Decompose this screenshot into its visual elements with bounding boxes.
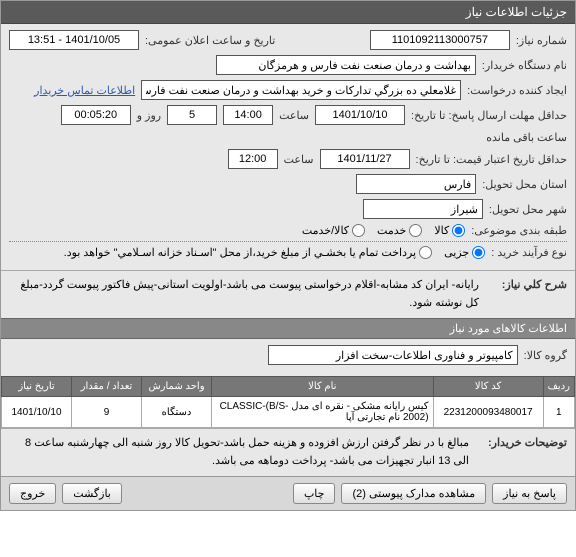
category-label: طبقه بندی موضوعی: (471, 224, 567, 237)
category-radio-group: کالا خدمت کالا/خدمت (302, 224, 465, 237)
goods-group-input[interactable] (268, 345, 518, 365)
goods-group-label: گروه کالا: (524, 349, 567, 362)
cell-code: 2231200093480017 (433, 397, 543, 428)
category-radio-both[interactable] (352, 224, 365, 237)
th-idx: ردیف (543, 377, 574, 397)
back-button[interactable]: بازگشت (62, 483, 122, 504)
buyer-notes-label: توضیحات خریدار: (477, 435, 567, 470)
price-validity-time-input[interactable] (228, 149, 278, 169)
process-option-minor[interactable]: جزیی (444, 246, 485, 259)
category-option-both[interactable]: کالا/خدمت (302, 224, 365, 237)
footer-bar: پاسخ به نیاز مشاهده مدارک پیوستی (2) چاپ… (1, 476, 575, 510)
process-radio-treasury[interactable] (419, 246, 432, 259)
deadline-remain-label: ساعت باقی مانده (486, 131, 567, 144)
general-desc-label: شرح کلي نیاز: (487, 277, 567, 312)
contact-info-link[interactable]: اطلاعات تماس خریدار (34, 84, 135, 97)
announce-datetime-input[interactable] (9, 30, 139, 50)
cell-name: کیس رایانه مشکی - نقره ای مدل CLASSIC-(B… (212, 397, 434, 428)
th-date: تاریخ نیاز (2, 377, 72, 397)
requester-input[interactable] (141, 80, 461, 100)
need-number-input[interactable] (370, 30, 510, 50)
deadline-days-label: روز و (137, 109, 161, 122)
process-type-radio-group: جزیی پرداخت تمام يا بخشـي از مبلغ خريد،ا… (64, 246, 486, 259)
general-desc-text: رایانه- ایران کد مشابه-اقلام درخواستی پی… (9, 277, 479, 312)
cell-unit: دستگاه (142, 397, 212, 428)
deadline-time-input[interactable] (223, 105, 273, 125)
buyer-notes-text: مبالغ با در نظر گرفتن ارزش افزوده و هزین… (9, 435, 469, 470)
price-validity-time-label: ساعت (284, 153, 314, 166)
province-input[interactable] (356, 174, 476, 194)
category-radio-goods[interactable] (452, 224, 465, 237)
exit-button[interactable]: خروج (9, 483, 56, 504)
deadline-days-input[interactable] (167, 105, 217, 125)
table-header-row: ردیف کد کالا نام کالا واحد شمارش تعداد /… (2, 377, 575, 397)
city-input[interactable] (363, 199, 483, 219)
reply-button[interactable]: پاسخ به نیاز (492, 483, 567, 504)
price-validity-label: حداقل تاریخ اعتبار قیمت: تا تاریخ: (416, 153, 567, 166)
goods-table: ردیف کد کالا نام کالا واحد شمارش تعداد /… (1, 376, 575, 428)
deadline-date-input[interactable] (315, 105, 405, 125)
need-number-label: شماره نیاز: (516, 34, 567, 47)
cell-idx: 1 (543, 397, 574, 428)
table-row[interactable]: 1 2231200093480017 کیس رایانه مشکی - نقر… (2, 397, 575, 428)
device-name-input[interactable] (216, 55, 476, 75)
category-option-service[interactable]: خدمت (377, 224, 422, 237)
cell-date: 1401/10/10 (2, 397, 72, 428)
category-option-goods[interactable]: کالا (434, 224, 465, 237)
goods-section-header: اطلاعات کالاهای مورد نیاز (1, 318, 575, 339)
print-button[interactable]: چاپ (293, 483, 336, 504)
th-qty: تعداد / مقدار (72, 377, 142, 397)
requester-label: ایجاد کننده درخواست: (467, 84, 567, 97)
process-option-treasury[interactable]: پرداخت تمام يا بخشـي از مبلغ خريد،از محل… (64, 246, 432, 259)
city-label: شهر محل تحویل: (489, 203, 567, 216)
device-name-label: نام دستگاه خریدار: (482, 59, 567, 72)
province-label: استان محل تحویل: (482, 178, 567, 191)
th-code: کد کالا (433, 377, 543, 397)
header-title: جزئیات اطلاعات نیاز (466, 5, 567, 19)
deadline-time-label: ساعت (279, 109, 309, 122)
price-validity-date-input[interactable] (320, 149, 410, 169)
process-type-label: نوع فرآیند خرید : (491, 246, 567, 259)
th-name: نام کالا (212, 377, 434, 397)
deadline-remain-input[interactable] (61, 105, 131, 125)
announce-datetime-label: تاریخ و ساعت اعلان عمومی: (145, 34, 275, 47)
process-radio-minor[interactable] (472, 246, 485, 259)
main-header: جزئیات اطلاعات نیاز (1, 1, 575, 24)
category-radio-service[interactable] (409, 224, 422, 237)
th-unit: واحد شمارش (142, 377, 212, 397)
deadline-label: حداقل مهلت ارسال پاسخ: تا تاریخ: (411, 109, 567, 122)
cell-qty: 9 (72, 397, 142, 428)
attachments-button[interactable]: مشاهده مدارک پیوستی (2) (341, 483, 486, 504)
